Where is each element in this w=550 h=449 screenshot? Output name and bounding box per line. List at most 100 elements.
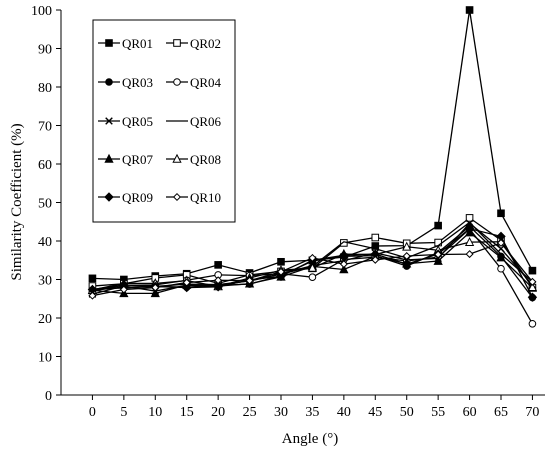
data-point: [528, 277, 537, 286]
legend-marker: [173, 78, 181, 86]
legend-entry: QR01: [98, 36, 153, 51]
legend-entry: QR07: [98, 152, 154, 167]
y-tick-label: 60: [38, 158, 52, 173]
data-point: [277, 257, 285, 266]
legend-entry: QR02: [166, 36, 221, 51]
data-point: [496, 238, 506, 247]
legend-marker: [172, 153, 182, 163]
y-tick-label: 80: [38, 81, 52, 96]
data-point: [402, 259, 412, 269]
x-tick-label: 70: [525, 405, 539, 420]
legend-label: QR10: [190, 190, 221, 205]
axes: 0 10 20 30 40 50 60 70 80 90 100 0 5 10 15 20 25 30 35 40 45…: [31, 4, 545, 420]
data-point: [276, 271, 286, 282]
data-point: [308, 253, 317, 262]
legend-entry: QR06: [166, 114, 222, 129]
data-point: [465, 214, 474, 222]
data-point: [527, 292, 538, 302]
x-tick-label: 50: [400, 405, 414, 420]
legend-marker: [105, 39, 113, 47]
x-tick-label: 5: [120, 405, 127, 420]
data-point: [339, 264, 349, 274]
data-point: [528, 319, 537, 328]
data-point: [497, 209, 505, 218]
data-point: [88, 274, 97, 283]
x-tick-label: 60: [463, 405, 477, 420]
legend-label: QR04: [190, 75, 222, 90]
series-qr09: [87, 223, 538, 302]
data-point: [464, 236, 475, 246]
x-tick-label: 30: [274, 405, 288, 420]
y-tick-label: 90: [38, 43, 52, 58]
legend-label: QR01: [122, 36, 153, 51]
legend-label: QR05: [122, 114, 153, 129]
legend-marker: [104, 192, 114, 202]
data-point: [339, 260, 348, 269]
legend-marker: [104, 153, 114, 163]
data-point: [214, 276, 223, 285]
data-point: [308, 273, 317, 281]
data-point: [119, 285, 128, 294]
x-tick-label: 10: [148, 405, 162, 420]
data-point: [496, 252, 506, 262]
data-point: [464, 223, 475, 234]
legend-label: QR07: [122, 152, 154, 167]
x-tick-label: 65: [494, 405, 508, 420]
legend-entry: QR10: [166, 190, 221, 205]
series-qr10: [88, 238, 537, 300]
legend-entry: QR09: [98, 190, 153, 205]
y-tick-label: 10: [38, 351, 52, 366]
y-tick-label: 70: [38, 120, 52, 135]
x-tick-label: 40: [337, 405, 351, 420]
data-point: [402, 241, 412, 251]
y-tick-label: 20: [38, 312, 52, 327]
legend-entry: QR08: [166, 152, 221, 167]
legend-marker: [173, 39, 181, 47]
data-point: [465, 6, 474, 14]
x-tick-label: 45: [368, 405, 382, 420]
y-axis-label: Similarity Coefficient (%): [9, 123, 25, 280]
legend-entry: QR03: [98, 75, 153, 90]
data-point: [434, 250, 443, 259]
y-tick-label: 100: [31, 4, 52, 19]
data-point: [182, 282, 192, 293]
data-point: [371, 233, 380, 242]
data-point: [151, 283, 160, 292]
data-point: [433, 255, 443, 265]
y-tick-label: 40: [38, 235, 52, 250]
data-point: [465, 250, 474, 259]
x-tick-label: 55: [431, 405, 445, 420]
x-tick-label: 0: [89, 405, 96, 420]
data-point: [402, 252, 411, 261]
data-point: [214, 261, 222, 269]
x-tick-label: 25: [243, 405, 257, 420]
data-point: [497, 264, 505, 273]
legend-entry: QR04: [166, 75, 222, 90]
legend-label: QR02: [190, 36, 221, 51]
legend-entry: QR05: [98, 114, 153, 129]
y-tick-label: 30: [38, 274, 52, 289]
legend-label: QR03: [122, 75, 153, 90]
legend-label: QR08: [190, 152, 221, 167]
series-group: [87, 6, 538, 328]
data-point: [150, 288, 160, 298]
data-point: [245, 276, 254, 285]
x-tick-label: 20: [211, 405, 225, 420]
data-point: [307, 262, 318, 272]
data-point: [213, 282, 223, 292]
data-point: [527, 282, 538, 291]
data-point: [528, 266, 537, 275]
y-tick-label: 0: [45, 389, 52, 404]
x-tick-label: 15: [180, 405, 194, 420]
legend-label: QR09: [122, 190, 153, 205]
legend-marker: [105, 117, 113, 125]
data-point: [371, 255, 380, 264]
data-point: [88, 291, 97, 300]
legend-marker: [172, 192, 182, 202]
data-point: [434, 221, 442, 230]
x-tick-label: 35: [305, 405, 319, 420]
legend: QR01 QR02 QR03 QR04 QR05 QR06 QR07 QR08 QR09 QR10: [92, 19, 236, 223]
data-point: [339, 250, 349, 260]
